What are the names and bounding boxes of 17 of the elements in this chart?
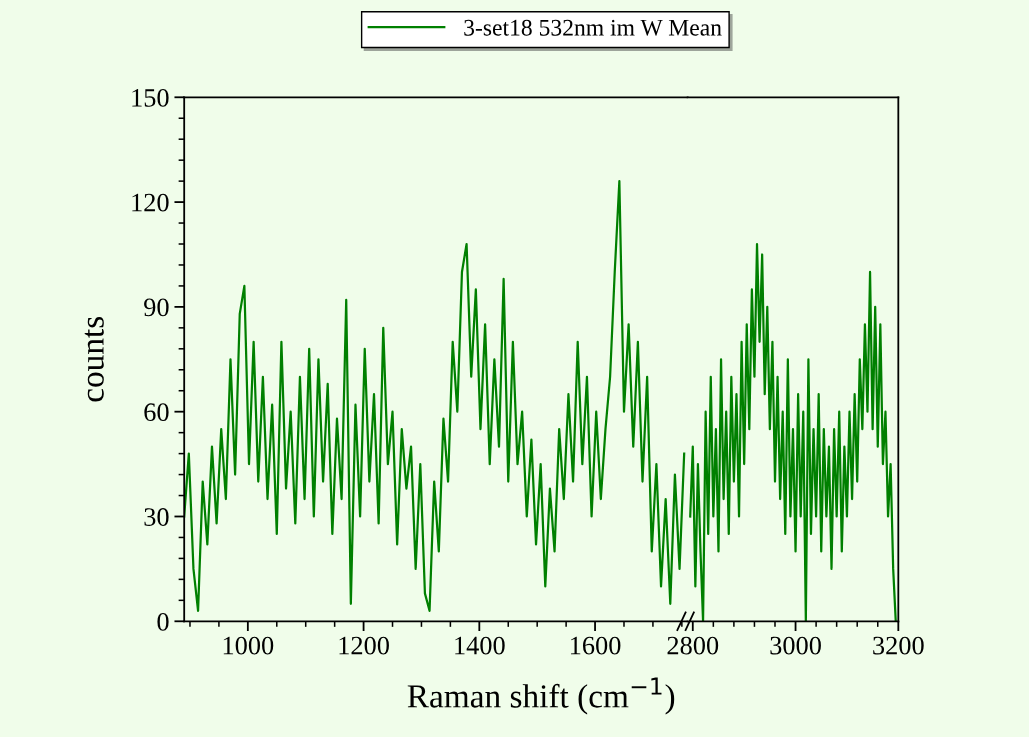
y-tick-label: 30	[144, 508, 169, 526]
line-series	[184, 180, 686, 612]
x-tick-label: 1600	[570, 636, 621, 655]
y-tick-label: 0	[157, 612, 169, 631]
y-tick-label: 120	[132, 193, 169, 212]
y-axis-title: counts	[84, 316, 104, 402]
y-tick-label: 90	[144, 298, 169, 317]
y-tick-label: 150	[132, 88, 169, 107]
x-tick-label: 1000	[223, 636, 274, 655]
x-tick-label: 2800	[667, 636, 719, 655]
x-tick-label: 3200	[873, 636, 924, 655]
legend-label: 3-set18 532nm im W Mean	[464, 19, 722, 36]
x-tick-label: 3000	[770, 636, 821, 655]
x-axis-title: Raman shift (cm$^{−1}$)	[407, 677, 675, 715]
x-tick-label: 1200	[339, 636, 389, 655]
y-tick-label: 60	[144, 403, 169, 422]
x-tick-label: 1400	[455, 636, 505, 655]
